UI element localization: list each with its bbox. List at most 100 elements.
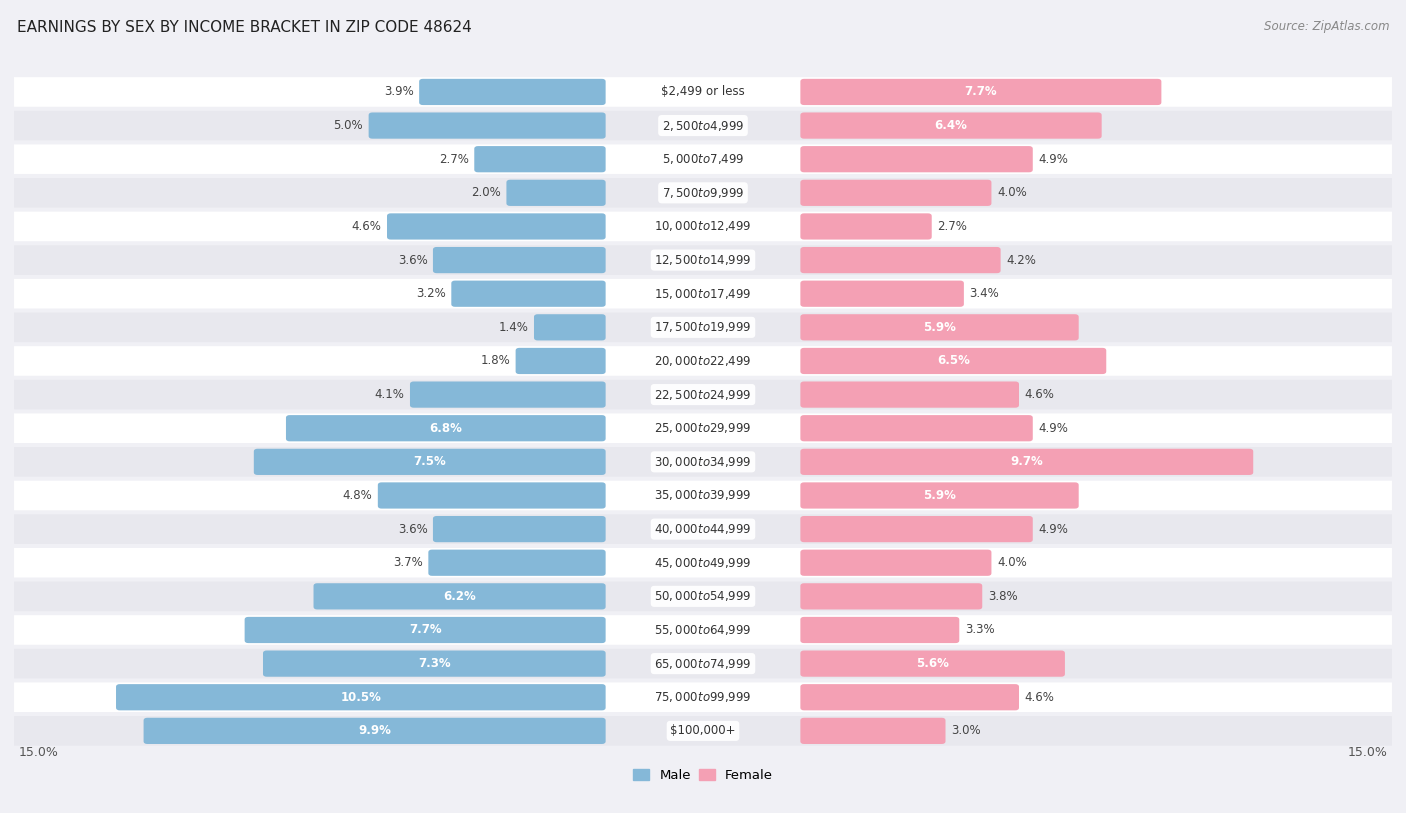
Text: 5.9%: 5.9% [924,489,956,502]
Text: 7.7%: 7.7% [409,624,441,637]
FancyBboxPatch shape [800,415,1033,441]
FancyBboxPatch shape [800,684,1019,711]
FancyBboxPatch shape [14,279,1392,308]
Text: 7.5%: 7.5% [413,455,446,468]
FancyBboxPatch shape [800,482,1078,509]
Text: $5,000 to $7,499: $5,000 to $7,499 [662,152,744,166]
Text: 4.6%: 4.6% [1025,691,1054,704]
Text: 6.8%: 6.8% [429,422,463,435]
Text: 5.6%: 5.6% [917,657,949,670]
FancyBboxPatch shape [433,516,606,542]
Text: 4.6%: 4.6% [352,220,381,233]
FancyBboxPatch shape [14,178,1392,207]
Text: $45,000 to $49,999: $45,000 to $49,999 [654,556,752,570]
FancyBboxPatch shape [800,650,1064,676]
FancyBboxPatch shape [14,145,1392,174]
FancyBboxPatch shape [117,684,606,711]
Text: 6.4%: 6.4% [935,119,967,132]
FancyBboxPatch shape [534,314,606,341]
FancyBboxPatch shape [14,111,1392,141]
Text: 4.9%: 4.9% [1038,422,1069,435]
FancyBboxPatch shape [14,447,1392,476]
FancyBboxPatch shape [506,180,606,206]
Text: 15.0%: 15.0% [18,746,59,759]
Text: $100,000+: $100,000+ [671,724,735,737]
Text: 6.5%: 6.5% [936,354,970,367]
Text: 3.8%: 3.8% [988,590,1018,603]
FancyBboxPatch shape [14,312,1392,342]
Text: 5.0%: 5.0% [333,119,363,132]
Text: 7.7%: 7.7% [965,85,997,98]
Text: $7,500 to $9,999: $7,500 to $9,999 [662,186,744,200]
FancyBboxPatch shape [800,79,1161,105]
FancyBboxPatch shape [368,112,606,139]
Text: $55,000 to $64,999: $55,000 to $64,999 [654,623,752,637]
FancyBboxPatch shape [800,516,1033,542]
Text: Source: ZipAtlas.com: Source: ZipAtlas.com [1264,20,1389,33]
FancyBboxPatch shape [800,617,959,643]
FancyBboxPatch shape [14,346,1392,376]
FancyBboxPatch shape [800,280,965,307]
Text: 3.7%: 3.7% [394,556,423,569]
FancyBboxPatch shape [800,550,991,576]
Text: 3.6%: 3.6% [398,254,427,267]
Text: $65,000 to $74,999: $65,000 to $74,999 [654,657,752,671]
FancyBboxPatch shape [800,583,983,610]
FancyBboxPatch shape [378,482,606,509]
FancyBboxPatch shape [516,348,606,374]
Text: $10,000 to $12,499: $10,000 to $12,499 [654,220,752,233]
FancyBboxPatch shape [800,180,991,206]
FancyBboxPatch shape [14,211,1392,241]
Text: $22,500 to $24,999: $22,500 to $24,999 [654,388,752,402]
FancyBboxPatch shape [429,550,606,576]
Text: 4.6%: 4.6% [1025,388,1054,401]
Text: 15.0%: 15.0% [1347,746,1388,759]
Text: $35,000 to $39,999: $35,000 to $39,999 [654,489,752,502]
FancyBboxPatch shape [14,615,1392,645]
FancyBboxPatch shape [14,380,1392,410]
Text: 3.4%: 3.4% [969,287,1000,300]
Text: 3.0%: 3.0% [950,724,980,737]
Text: 3.2%: 3.2% [416,287,446,300]
Text: 4.0%: 4.0% [997,556,1026,569]
FancyBboxPatch shape [411,381,606,407]
FancyBboxPatch shape [800,348,1107,374]
Text: 3.3%: 3.3% [965,624,994,637]
Text: 1.4%: 1.4% [499,321,529,334]
FancyBboxPatch shape [451,280,606,307]
FancyBboxPatch shape [285,415,606,441]
FancyBboxPatch shape [314,583,606,610]
Text: 10.5%: 10.5% [340,691,381,704]
Text: 3.9%: 3.9% [384,85,413,98]
Text: 4.8%: 4.8% [343,489,373,502]
Text: 1.8%: 1.8% [481,354,510,367]
FancyBboxPatch shape [254,449,606,475]
FancyBboxPatch shape [14,77,1392,107]
Text: 4.2%: 4.2% [1007,254,1036,267]
Text: EARNINGS BY SEX BY INCOME BRACKET IN ZIP CODE 48624: EARNINGS BY SEX BY INCOME BRACKET IN ZIP… [17,20,471,35]
FancyBboxPatch shape [800,314,1078,341]
FancyBboxPatch shape [800,112,1102,139]
Text: $17,500 to $19,999: $17,500 to $19,999 [654,320,752,334]
FancyBboxPatch shape [433,247,606,273]
FancyBboxPatch shape [14,480,1392,511]
Text: $2,500 to $4,999: $2,500 to $4,999 [662,119,744,133]
FancyBboxPatch shape [800,718,945,744]
FancyBboxPatch shape [800,146,1033,172]
Text: 2.0%: 2.0% [471,186,501,199]
Text: 4.9%: 4.9% [1038,153,1069,166]
FancyBboxPatch shape [14,515,1392,544]
Text: 9.9%: 9.9% [359,724,391,737]
Text: $40,000 to $44,999: $40,000 to $44,999 [654,522,752,536]
FancyBboxPatch shape [14,581,1392,611]
FancyBboxPatch shape [800,213,932,240]
FancyBboxPatch shape [419,79,606,105]
Text: 6.2%: 6.2% [443,590,477,603]
Text: 2.7%: 2.7% [938,220,967,233]
Text: $20,000 to $22,499: $20,000 to $22,499 [654,354,752,368]
FancyBboxPatch shape [263,650,606,676]
FancyBboxPatch shape [14,716,1392,746]
FancyBboxPatch shape [14,246,1392,275]
Text: 4.9%: 4.9% [1038,523,1069,536]
Text: $15,000 to $17,499: $15,000 to $17,499 [654,287,752,301]
